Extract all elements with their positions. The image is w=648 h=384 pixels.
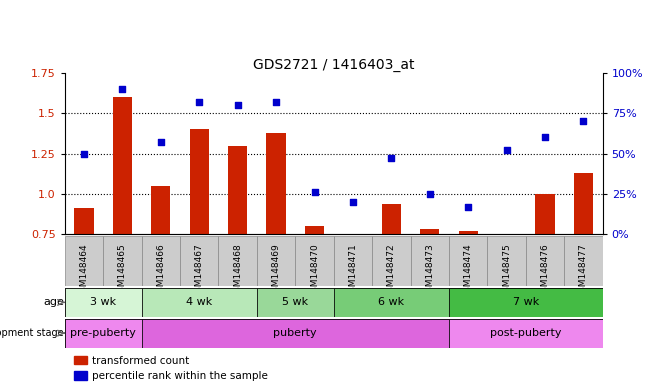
Point	[386, 156, 397, 162]
Bar	[535, 194, 555, 234]
Point	[502, 147, 512, 154]
Point	[578, 118, 588, 124]
Bar	[411, 236, 449, 286]
Bar	[372, 236, 411, 286]
Point	[117, 86, 128, 92]
Bar	[295, 236, 334, 286]
Point	[79, 151, 89, 157]
Bar	[65, 288, 142, 317]
Bar	[449, 288, 603, 317]
Text: 4 wk: 4 wk	[186, 297, 213, 308]
Bar	[257, 288, 334, 317]
Text: GSM148466: GSM148466	[156, 244, 165, 298]
Text: GSM148476: GSM148476	[540, 244, 550, 298]
Text: development stage: development stage	[0, 328, 64, 338]
Point	[233, 102, 243, 108]
Bar	[420, 229, 439, 234]
Bar	[564, 236, 603, 286]
Point	[424, 191, 435, 197]
Point	[540, 134, 550, 141]
Bar	[334, 288, 449, 317]
Bar	[65, 236, 103, 286]
Text: 3 wk: 3 wk	[90, 297, 116, 308]
Point	[309, 189, 319, 195]
Text: age: age	[43, 297, 64, 308]
Bar	[151, 186, 170, 234]
Text: GSM148470: GSM148470	[310, 244, 319, 298]
Bar	[487, 236, 526, 286]
Title: GDS2721 / 1416403_at: GDS2721 / 1416403_at	[253, 58, 415, 72]
Bar	[142, 236, 180, 286]
Point	[194, 99, 205, 105]
Text: GSM148472: GSM148472	[387, 244, 396, 298]
Text: GSM148464: GSM148464	[80, 244, 89, 298]
Text: 5 wk: 5 wk	[283, 297, 308, 308]
Text: GSM148475: GSM148475	[502, 244, 511, 298]
Point	[271, 99, 281, 105]
Bar	[257, 236, 295, 286]
Point	[463, 204, 473, 210]
Bar	[574, 173, 593, 234]
Text: GSM148477: GSM148477	[579, 244, 588, 298]
Text: post-puberty: post-puberty	[490, 328, 562, 338]
Text: GSM148469: GSM148469	[272, 244, 281, 298]
Bar	[190, 129, 209, 234]
Text: GSM148468: GSM148468	[233, 244, 242, 298]
Bar	[266, 132, 286, 234]
Point	[348, 199, 358, 205]
Bar	[75, 209, 93, 234]
Text: GSM148467: GSM148467	[195, 244, 203, 298]
Text: 6 wk: 6 wk	[378, 297, 404, 308]
Text: 7 wk: 7 wk	[513, 297, 539, 308]
Bar	[526, 236, 564, 286]
Bar	[228, 146, 248, 234]
Bar	[449, 319, 603, 348]
Bar	[113, 97, 132, 234]
Bar	[218, 236, 257, 286]
Text: GSM148474: GSM148474	[464, 244, 472, 298]
Bar	[382, 204, 401, 234]
Bar	[142, 319, 449, 348]
Bar	[65, 319, 142, 348]
Text: GSM148471: GSM148471	[349, 244, 358, 298]
Bar	[334, 236, 372, 286]
Bar	[103, 236, 142, 286]
Text: GSM148465: GSM148465	[118, 244, 127, 298]
Bar	[449, 236, 487, 286]
Text: pre-puberty: pre-puberty	[70, 328, 136, 338]
Bar	[180, 236, 218, 286]
Text: GSM148473: GSM148473	[425, 244, 434, 298]
Bar	[305, 226, 324, 234]
Text: puberty: puberty	[273, 328, 317, 338]
Bar	[142, 288, 257, 317]
Point	[156, 139, 166, 146]
Bar	[459, 231, 478, 234]
Legend: transformed count, percentile rank within the sample: transformed count, percentile rank withi…	[70, 352, 272, 384]
